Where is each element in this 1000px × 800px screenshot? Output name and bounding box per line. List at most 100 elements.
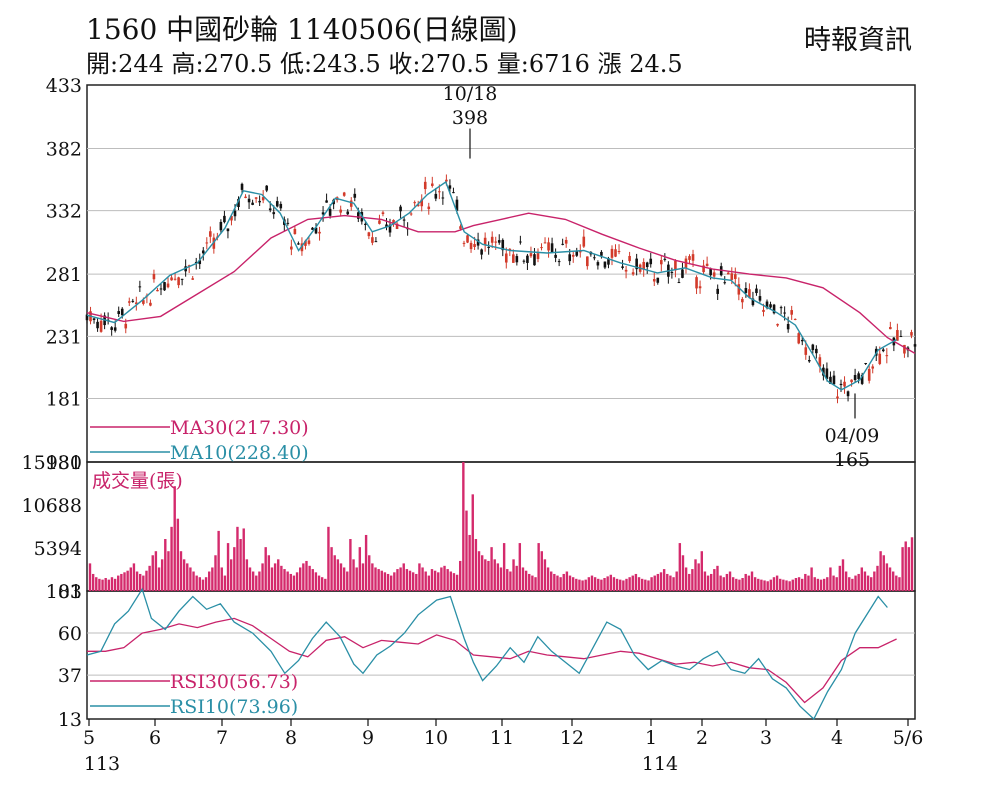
volume-bar — [788, 581, 791, 591]
volume-bar — [437, 572, 440, 591]
volume-bar — [336, 559, 340, 591]
volume-bar — [113, 578, 117, 591]
candle-body — [726, 272, 730, 275]
volume-bar — [487, 560, 490, 591]
candle-body — [490, 236, 494, 243]
ma10-legend-label: MA10(228.40) — [170, 442, 309, 464]
volume-bar — [88, 563, 92, 591]
volume-bar — [380, 570, 383, 591]
x-tick-label: 9 — [362, 727, 374, 749]
candle-body — [353, 193, 357, 198]
volume-bar — [446, 569, 449, 591]
candle-body — [237, 198, 240, 208]
volume-bar — [766, 581, 769, 591]
volume-bar — [342, 567, 346, 591]
volume-bar — [895, 575, 898, 591]
volume-bar — [556, 575, 559, 591]
x-tick-label: 6 — [149, 727, 161, 749]
candle-body — [487, 246, 490, 248]
candle-body — [677, 282, 681, 284]
volume-bar — [521, 567, 525, 591]
volume-bar — [455, 574, 459, 591]
candle-body — [187, 265, 191, 267]
candle-body — [290, 246, 293, 250]
candle-body — [258, 200, 261, 203]
candle-body — [652, 279, 656, 282]
candle-body — [614, 249, 617, 257]
candle-body — [149, 302, 152, 306]
volume-bar — [339, 563, 343, 591]
candle-body — [610, 248, 614, 258]
volume-bar — [449, 571, 453, 591]
volume-bar — [208, 571, 211, 591]
candle-body — [342, 192, 346, 196]
volume-bar — [575, 578, 578, 591]
volume-bar — [659, 572, 663, 591]
candle-body — [522, 260, 526, 262]
candle-body — [860, 374, 864, 384]
volume-bar — [251, 571, 255, 591]
candle-body — [480, 249, 483, 255]
volume-bar — [697, 563, 700, 591]
candle-body — [702, 265, 705, 273]
volume-bar — [615, 578, 619, 591]
volume-bar — [512, 559, 515, 591]
rsi-ytick-label: 60 — [58, 623, 82, 645]
volume-bar — [870, 577, 873, 591]
volume-bar — [393, 572, 396, 591]
candle-body — [578, 251, 582, 253]
volume-bar — [192, 571, 195, 591]
volume-bar — [198, 577, 202, 591]
candle-body — [624, 269, 628, 272]
volume-bar — [179, 551, 183, 591]
candle-body — [349, 200, 353, 207]
volume-bar — [264, 547, 267, 591]
candle-body — [374, 241, 378, 243]
volume-bar — [540, 551, 543, 591]
volume-bar — [785, 580, 788, 591]
volume-bar — [688, 573, 691, 591]
volume-bar — [226, 543, 230, 591]
x-tick-label: 3 — [760, 727, 772, 749]
candle-body — [903, 344, 906, 354]
price-ytick-label: 433 — [46, 75, 82, 97]
data-source: 時報資訊 — [804, 25, 912, 56]
volume-bar — [662, 569, 666, 591]
candle-body — [748, 289, 751, 298]
volume-bar — [211, 567, 214, 591]
volume-bar — [829, 567, 832, 591]
candle-body — [223, 215, 226, 223]
x-tick-label: 10 — [424, 727, 448, 749]
volume-bar — [910, 537, 914, 591]
volume-bar — [750, 571, 754, 591]
volume-bar — [110, 577, 114, 591]
candle-body — [265, 185, 268, 191]
volume-bar — [644, 579, 647, 591]
volume-bar — [142, 575, 145, 591]
year-label: 113 — [84, 753, 120, 775]
volume-bar — [848, 577, 851, 591]
volume-bar — [603, 578, 606, 591]
price-panel — [86, 84, 916, 463]
volume-bar — [474, 539, 478, 591]
volume-bar — [123, 572, 126, 591]
candle-body — [205, 242, 209, 244]
candle-body — [762, 309, 765, 312]
candle-body — [173, 278, 177, 280]
x-tick-label: 2 — [696, 727, 708, 749]
candle-body — [836, 396, 839, 399]
volume-bar — [797, 577, 801, 591]
volume-bar — [691, 569, 694, 591]
volume-bar — [844, 571, 848, 591]
candle-body — [275, 201, 279, 207]
volume-bar — [352, 559, 355, 591]
candle-body — [367, 232, 371, 237]
volume-bar — [399, 567, 402, 591]
candle-body — [409, 213, 413, 215]
candle-body — [568, 254, 572, 262]
volume-bar — [700, 551, 703, 591]
rsi-ytick-label: 37 — [58, 665, 82, 687]
volume-bar — [239, 539, 242, 591]
candle-body — [730, 273, 734, 280]
volume-bar — [195, 575, 198, 591]
